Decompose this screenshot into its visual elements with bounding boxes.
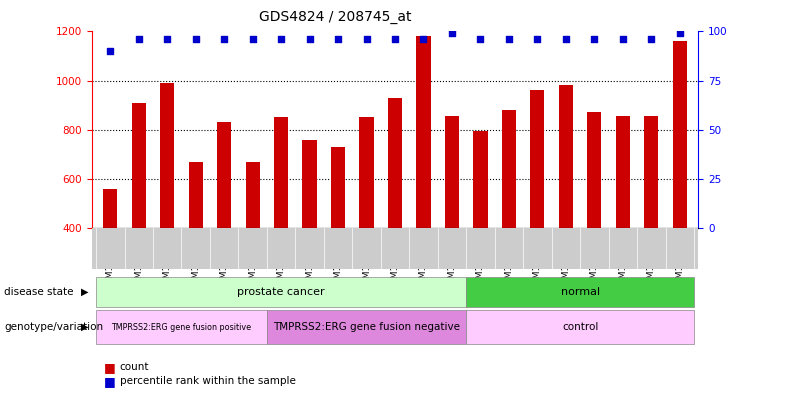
Point xyxy=(417,36,430,42)
Bar xyxy=(302,140,317,326)
Text: genotype/variation: genotype/variation xyxy=(4,322,103,332)
Text: prostate cancer: prostate cancer xyxy=(237,287,325,297)
Text: ■: ■ xyxy=(104,375,116,388)
Bar xyxy=(587,112,602,326)
Point xyxy=(132,36,145,42)
Bar xyxy=(502,110,516,326)
Text: TMPRSS2:ERG gene fusion positive: TMPRSS2:ERG gene fusion positive xyxy=(112,323,251,332)
Bar xyxy=(274,118,288,326)
Text: ▶: ▶ xyxy=(81,287,89,297)
Bar xyxy=(160,83,174,326)
Bar xyxy=(673,41,687,326)
Point xyxy=(189,36,202,42)
Point xyxy=(332,36,345,42)
Bar xyxy=(417,37,431,326)
Text: normal: normal xyxy=(560,287,599,297)
Text: disease state: disease state xyxy=(4,287,73,297)
Text: GDS4824 / 208745_at: GDS4824 / 208745_at xyxy=(259,10,412,24)
Text: ▶: ▶ xyxy=(81,322,89,332)
Bar xyxy=(388,98,402,326)
Bar xyxy=(559,86,573,326)
Point xyxy=(303,36,316,42)
Bar xyxy=(616,116,630,326)
Bar xyxy=(188,162,203,326)
Bar xyxy=(530,90,544,326)
Bar xyxy=(644,116,658,326)
Bar xyxy=(473,131,488,326)
Point xyxy=(559,36,572,42)
Point xyxy=(275,36,287,42)
Point xyxy=(104,48,117,54)
Bar xyxy=(359,118,373,326)
Point xyxy=(674,30,686,37)
Bar xyxy=(444,116,459,326)
Point xyxy=(445,30,458,37)
Text: count: count xyxy=(120,362,149,373)
Point xyxy=(531,36,543,42)
Bar xyxy=(331,147,346,326)
Point xyxy=(161,36,174,42)
Point xyxy=(503,36,516,42)
Point xyxy=(474,36,487,42)
Point xyxy=(645,36,658,42)
Point xyxy=(616,36,629,42)
Bar xyxy=(132,103,146,326)
Point xyxy=(360,36,373,42)
Bar xyxy=(103,189,117,326)
Point xyxy=(588,36,601,42)
Point xyxy=(218,36,231,42)
Text: control: control xyxy=(562,322,598,332)
Point xyxy=(247,36,259,42)
Text: TMPRSS2:ERG gene fusion negative: TMPRSS2:ERG gene fusion negative xyxy=(273,322,460,332)
Bar xyxy=(246,162,260,326)
Text: percentile rank within the sample: percentile rank within the sample xyxy=(120,376,295,386)
Text: ■: ■ xyxy=(104,361,116,374)
Point xyxy=(389,36,401,42)
Bar xyxy=(217,122,231,326)
